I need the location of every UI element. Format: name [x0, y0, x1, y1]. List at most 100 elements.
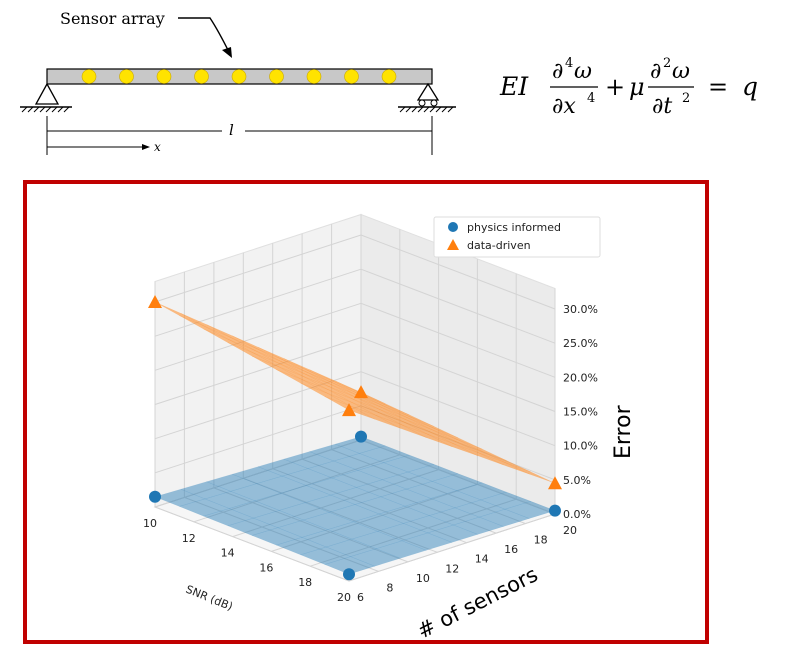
dim-x-arrowhead — [142, 144, 150, 150]
sensor-1 — [81, 69, 97, 84]
x-tick-10: 10 — [143, 517, 157, 530]
y-tick-18: 18 — [534, 534, 548, 547]
axis-panes — [153, 213, 557, 582]
length-label: l — [229, 121, 234, 139]
surface-physics-patch — [405, 481, 458, 499]
surface-physics-patch — [302, 512, 355, 530]
surface-physics-patch — [455, 482, 508, 501]
surface-physics-patch — [180, 481, 232, 500]
surface-physics-patch — [301, 529, 353, 548]
eq-d4: ∂ — [552, 59, 563, 84]
grid-floor-y-2 — [213, 487, 409, 563]
surface-physics-patch — [383, 454, 435, 473]
surface-physics-patch — [349, 548, 402, 567]
grid-left-z-4 — [154, 302, 362, 371]
eq-d2-sup: 2 — [663, 56, 671, 71]
legend-box — [433, 216, 601, 258]
surface-physics-patch — [377, 523, 429, 542]
grid-left-z-6 — [154, 234, 362, 303]
grid-back-z-3 — [360, 337, 556, 412]
surface-physics-patch — [352, 513, 405, 532]
surface-physics-patch — [280, 485, 332, 503]
chart-frame: 10 12 14 16 18 20 6 8 10 12 14 16 18 20 0.0% 5.0% 10.0% 1… — [23, 180, 709, 644]
markers — [148, 295, 562, 581]
data-driven-point-3 — [354, 385, 368, 399]
sensor-dots — [81, 69, 397, 84]
eq-equals: = — [708, 73, 728, 101]
surface-physics-patch — [254, 492, 306, 511]
surface-physics-patch — [480, 491, 532, 510]
physics-point-2 — [343, 568, 355, 581]
surface-physics-patch — [430, 490, 482, 509]
surface-physics-patch — [227, 517, 279, 536]
surface-physics-patch — [330, 487, 382, 505]
surface-physics-patch — [257, 458, 309, 477]
right-support — [416, 82, 440, 101]
surface-physics-patch — [334, 436, 387, 454]
eq-d4-sup: 4 — [565, 56, 573, 71]
surface-physics-patch — [327, 521, 379, 540]
grid-back-z-6 — [360, 234, 556, 310]
y-tick-10: 10 — [416, 572, 430, 585]
surface-physics-patch — [401, 532, 453, 551]
surface-physics-patch — [354, 496, 406, 515]
eq-d2: ∂ — [650, 59, 661, 84]
surface-physics-patch — [305, 477, 358, 496]
grid-floor-y-1 — [184, 496, 379, 572]
grid-floor-y-5 — [301, 458, 497, 534]
grid-floor-x-2 — [232, 469, 439, 538]
z-tick-0: 0.0% — [563, 508, 591, 521]
surface-physics-patch — [333, 453, 385, 471]
eq-dx-sup: 4 — [587, 91, 595, 106]
surface-physics-patch — [380, 488, 432, 507]
grid-back-z-0 — [360, 439, 556, 515]
surface-physics-patch — [252, 510, 305, 528]
surface-physics-patch — [407, 464, 459, 482]
surface-physics-patch — [381, 471, 434, 490]
surface-physics-patch — [378, 505, 431, 524]
y-tick-6: 6 — [357, 591, 364, 604]
z-tick-1: 5.0% — [563, 474, 591, 487]
y-axis-label: # of sensors — [413, 562, 541, 640]
grid-floor-x-3 — [271, 483, 478, 552]
surface-physics-patch — [358, 445, 411, 463]
x-tick-12: 12 — [182, 532, 196, 545]
y-tick-8: 8 — [386, 581, 393, 594]
grid-left-z-3 — [154, 337, 362, 405]
beam-equation: EI ∂ 4 ω ∂x 4 + μ ∂ 2 ω ∂t 2 = q — [499, 56, 758, 119]
x-axis-label: SNR (dB) — [184, 583, 235, 614]
sensor-4 — [194, 69, 209, 84]
surface-physics-patch — [231, 466, 284, 484]
sensor-6 — [269, 69, 284, 84]
grid-floor-y-6 — [331, 449, 526, 525]
right-roller-right — [430, 99, 438, 107]
surface-physics-patch — [204, 491, 256, 509]
surface-physics-patch — [277, 519, 329, 538]
surface-physics-patch — [251, 527, 303, 546]
surface-physics-patch — [283, 451, 335, 469]
surface-physics-patch — [308, 443, 361, 462]
sensor-7 — [306, 69, 322, 84]
grid-left-z-1 — [154, 405, 362, 474]
x-tick-18: 18 — [298, 576, 312, 589]
grid-back-z-2 — [360, 371, 556, 447]
sensor-9 — [381, 69, 397, 84]
surface-physics-patch — [431, 473, 484, 491]
y-tick-14: 14 — [475, 553, 489, 566]
grid-floor-y-4 — [272, 468, 467, 544]
surface-physics-patch — [255, 475, 308, 494]
sensor-array-arrow — [178, 17, 231, 55]
surface-physics-patch — [454, 499, 506, 518]
surface-physics-patch — [228, 500, 281, 519]
data-driven-point-1 — [148, 295, 162, 308]
physics-point-4 — [549, 504, 561, 517]
surface-physics-patch — [304, 494, 356, 513]
z-tick-3: 15.0% — [563, 406, 598, 419]
data-driven-point-4 — [548, 476, 562, 490]
legend-label-data-driven: data-driven — [467, 239, 531, 252]
x-label: x — [154, 140, 161, 154]
eq-dx: ∂x — [552, 94, 576, 119]
z-tick-4: 20.0% — [563, 371, 598, 384]
surface-physics-patch — [452, 516, 505, 535]
sensor-3 — [156, 69, 172, 84]
